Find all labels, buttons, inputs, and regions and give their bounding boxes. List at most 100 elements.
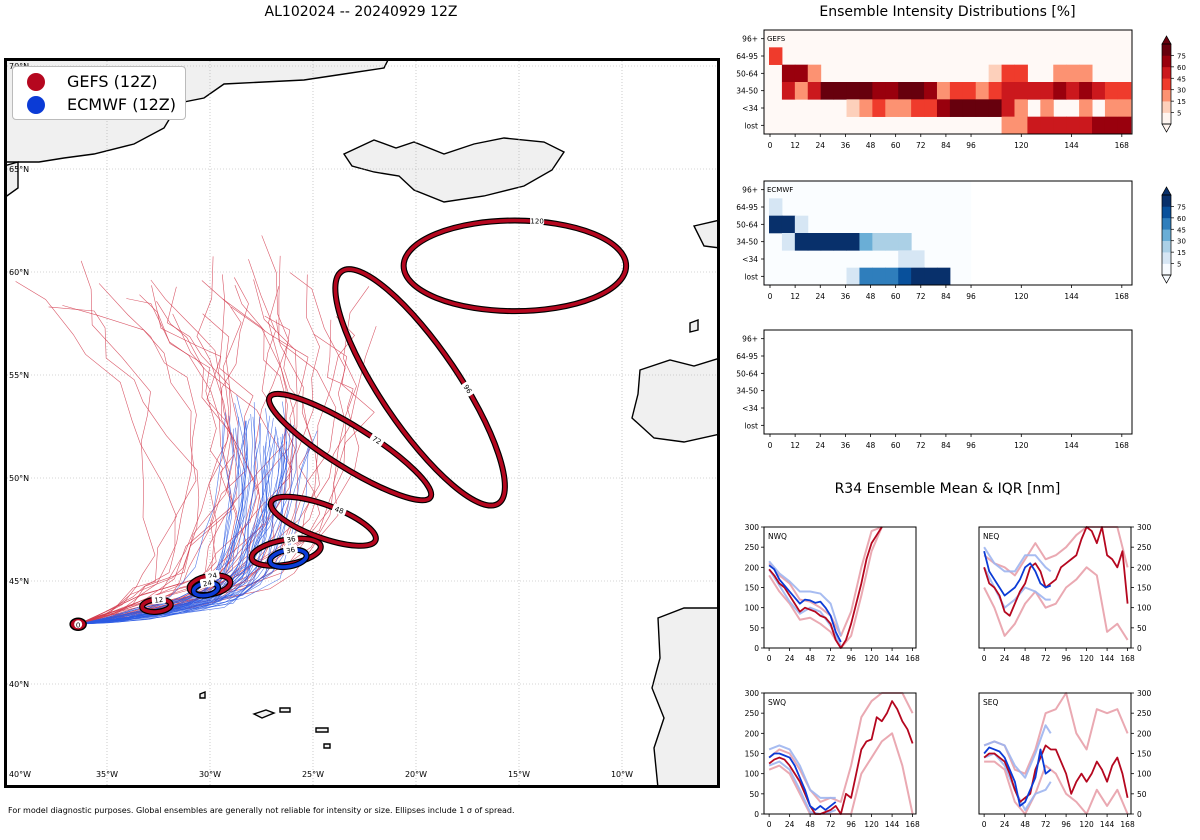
r34-panel-nwq: NWQ 0 24 48 72 96 120 144 168 0 50 100 150 200 250 300 (745, 523, 920, 663)
ecmwf-mean-line (983, 746, 1052, 807)
gefs-colorbar-label: 60 (1177, 64, 1186, 72)
gefs-heat-cell (962, 99, 977, 117)
gefs-ellipse-48-ring (268, 494, 378, 548)
gefs-ellipse-12: 12 (139, 594, 174, 616)
gefs-legend-marker (27, 73, 45, 91)
empty-x-tick-label: 48 (866, 441, 876, 450)
gefs-mean-line (983, 744, 1129, 803)
ecmwf-colorbar-label: 5 (1177, 261, 1181, 269)
start-point-label: 0 (76, 621, 80, 629)
gefs-member-track (78, 294, 223, 625)
ecmwf-panel-label: ECMWF (767, 186, 793, 194)
gefs-heat-cell (1053, 116, 1067, 135)
gefs-x-tick-label: 72 (916, 141, 926, 150)
ecmwf-panel-frame (763, 180, 1133, 286)
gefs-panel-label: GEFS (767, 35, 786, 43)
empty-row-label: <34 (742, 404, 758, 413)
r34-y-tick-label: 50 (749, 790, 759, 799)
gefs-x-tick-label: 168 (1115, 141, 1130, 150)
gefs-ellipse-120-ring (401, 218, 628, 313)
r34-y-tick-label: 0 (1137, 810, 1142, 819)
r34-y-tick-label: 300 (1137, 523, 1152, 532)
ecmwf-x-tick-label: 144 (1064, 292, 1079, 301)
gefs-member-track (62, 305, 197, 625)
ecmwf-colorbar-label: 75 (1177, 203, 1186, 211)
empty-x-tick-label: 120 (1014, 441, 1029, 450)
r34-x-tick-label: 24 (785, 654, 795, 663)
empty-x-tick-label: 24 (815, 441, 825, 450)
gefs-panel-frame (763, 29, 1133, 135)
gefs-heat-cell (1066, 116, 1080, 135)
lat-tick-label: 65°N (9, 165, 29, 174)
gefs-heat-cell (962, 82, 977, 100)
gefs-colorbar-segment (1162, 44, 1171, 56)
ecmwf-iqr-line (768, 560, 842, 637)
r34-x-tick-label: 72 (826, 654, 836, 663)
ecmwf-row-label: <34 (742, 255, 758, 264)
r34-y-tick-label: 250 (1137, 709, 1152, 718)
gefs-heat-cell (1040, 82, 1054, 100)
gefs-heat-cell (988, 82, 1003, 100)
r34-x-tick-label: 144 (1100, 654, 1115, 663)
gefs-heat-cell (949, 82, 964, 100)
gefs-ellipse-120: 120 (400, 216, 630, 315)
gefs-heat-cell (1066, 64, 1080, 83)
gefs-ellipse-48: 48 (267, 493, 379, 549)
ecmwf-member-track (78, 436, 283, 625)
empty-x-tick-label: 72 (916, 441, 926, 450)
r34-y-tick-label: 100 (1137, 770, 1152, 779)
empty-x-tick-label: 96 (966, 441, 976, 450)
map-frame (4, 58, 720, 788)
gefs-heat-cell (1079, 82, 1093, 100)
gefs-x-tick-label: 60 (891, 141, 901, 150)
gefs-row-label: lost (744, 121, 758, 130)
r34-y-tick-label: 50 (749, 624, 759, 633)
ecmwf-heat-cell (794, 233, 809, 251)
ecmwf-heat-cell (885, 267, 899, 286)
gefs-row-label: 50-64 (736, 69, 758, 78)
gefs-colorbar-label: 15 (1177, 98, 1186, 106)
gefs-x-tick-label: 12 (790, 141, 800, 150)
ecmwf-row-label: 96+ (742, 186, 758, 195)
ecmwf-ellipse-24-label-bg (199, 577, 215, 589)
r34-x-tick-label: 144 (885, 654, 900, 663)
r34-x-tick-label: 48 (805, 820, 815, 829)
ecmwf-heat-cell (911, 267, 925, 286)
gefs-heat-cell (872, 82, 886, 100)
gefs-heat-cell (936, 99, 951, 117)
gefs-colorbar-label: 30 (1177, 87, 1186, 95)
r34-x-tick-label: 120 (864, 654, 879, 663)
empty-row-label: lost (744, 421, 758, 430)
gefs-heat-cell (1053, 64, 1067, 83)
r34-y-tick-label: 250 (745, 709, 760, 718)
gefs-ellipse-96-label: 96 (462, 383, 474, 395)
ecmwf-x-tick-label: 60 (891, 292, 901, 301)
azores-land-4 (315, 727, 329, 733)
ecmwf-colorbar-segment (1162, 263, 1171, 276)
gefs-heat-cell (1014, 64, 1028, 83)
gefs-colorbar-frame (1161, 43, 1172, 125)
gefs-heat-cell (1117, 116, 1132, 135)
r34-x-tick-label: 0 (982, 654, 987, 663)
ecmwf-row-label: 64-95 (736, 203, 758, 212)
ecmwf-x-tick-label: 36 (841, 292, 851, 301)
gefs-heat-cell (1001, 64, 1015, 83)
gefs-ellipse-12-label: 12 (154, 596, 164, 605)
ecmwf-iqr-line (768, 568, 842, 647)
gefs-heat-cell (975, 99, 990, 117)
ecmwf-heat-cell (936, 267, 951, 286)
ecmwf-colorbar-segment (1162, 195, 1171, 207)
ireland-land (631, 357, 720, 443)
lat-tick-label: 55°N (9, 371, 29, 380)
gefs-heat-cell (936, 82, 951, 100)
gefs-member-track (48, 306, 200, 625)
azores-land-2 (252, 709, 276, 719)
r34-x-tick-label: 168 (1120, 820, 1135, 829)
gefs-heat-cell (1079, 64, 1093, 83)
gefs-ellipse-48-label: 48 (333, 505, 344, 516)
r34-y-tick-label: 250 (1137, 543, 1152, 552)
gefs-heat-cell (1014, 99, 1028, 117)
r34-x-tick-label: 96 (1061, 820, 1071, 829)
r34-x-tick-label: 96 (846, 820, 856, 829)
